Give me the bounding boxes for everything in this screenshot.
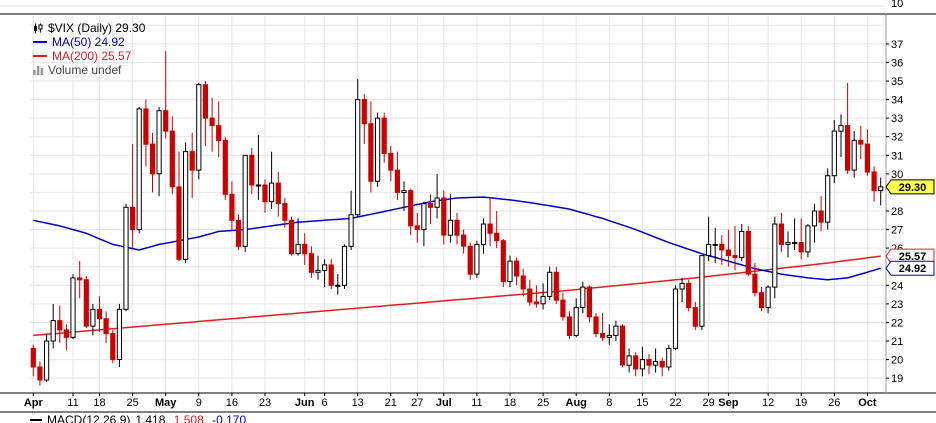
svg-text:33: 33 [891,113,903,125]
svg-text:Oct: Oct [858,397,877,409]
svg-text:27: 27 [891,225,903,237]
svg-text:Apr: Apr [24,397,44,409]
x-axis-labels: Apr 11 18 25 May 9 16 23 Jun 6 13 21 27 Jul 11 18 25 Aug 8… [24,393,877,409]
svg-text:Jul: Jul [436,397,452,409]
svg-text:23: 23 [259,397,271,409]
svg-text:35: 35 [891,76,903,88]
svg-text:28: 28 [891,206,903,218]
legend-ma200-row: MA(200) 25.57 [33,49,145,63]
upper-panel-axis-label: 10 [891,0,904,10]
svg-text:20: 20 [891,355,903,367]
svg-text:26: 26 [828,397,840,409]
volume-bars-icon [33,65,44,75]
svg-text:21: 21 [891,336,903,348]
svg-text:Sep: Sep [718,397,738,409]
svg-text:16: 16 [226,397,238,409]
svg-text:May: May [155,397,177,409]
svg-text:8: 8 [606,397,612,409]
svg-text:12: 12 [762,397,774,409]
svg-text:36: 36 [891,57,903,69]
volume-legend-label: Volume undef [48,63,122,77]
last-price-label: 29.30 [885,179,935,195]
legend-title-row: $VIX (Daily) 29.30 [33,21,145,35]
svg-text:18: 18 [504,397,516,409]
svg-text:30: 30 [891,169,903,181]
svg-text:Jun: Jun [295,397,315,409]
svg-text:Aug: Aug [566,397,587,409]
candles-layer [30,51,884,386]
ma50-legend-label: MA(50) 24.92 [52,35,125,49]
panel-borders [0,13,936,413]
svg-text:13: 13 [352,397,364,409]
svg-text:22: 22 [891,317,903,329]
svg-text:27: 27 [411,397,423,409]
svg-text:11: 11 [67,397,78,409]
legend-volume-row: Volume undef [33,63,145,77]
svg-text:37: 37 [891,39,903,51]
macd-legend-row: MACD(12,26,9) 1.418, 1.508, -0.170 [30,413,246,423]
svg-text:19: 19 [795,397,807,409]
legend-ma50-row: MA(50) 24.92 [33,35,145,49]
svg-text:29.30: 29.30 [899,182,927,194]
svg-text:21: 21 [385,397,397,409]
ma200-line [33,255,881,337]
ma200-legend-label: MA(200) 25.57 [52,49,132,63]
ma50-line [33,196,881,281]
svg-text:32: 32 [891,132,903,144]
svg-text:24.92: 24.92 [899,263,927,275]
chart-legend: $VIX (Daily) 29.30 MA(50) 24.92 MA(200) … [33,21,145,77]
svg-text:25: 25 [537,397,549,409]
macd-line-swatch [30,419,42,421]
ma50-line-swatch [33,41,47,43]
svg-text:11: 11 [471,397,482,409]
candlestick-chart-icon [33,23,44,34]
svg-text:24: 24 [891,280,903,292]
macd-line-value: 1.418, [135,413,169,423]
svg-text:15: 15 [636,397,648,409]
macd-signal-value: 1.508, [173,413,208,423]
ma50-price-label: 24.92 [885,260,935,276]
svg-text:25.57: 25.57 [899,251,927,263]
svg-text:18: 18 [93,397,105,409]
svg-text:29: 29 [702,397,714,409]
ma200-line-swatch [33,55,47,57]
macd-legend-label: MACD(12,26,9) [47,413,131,423]
svg-text:25: 25 [126,397,138,409]
macd-hist-value: -0.170 [212,413,247,423]
svg-text:6: 6 [322,397,328,409]
y-axis-labels: 3736353433323130282726242322212019 [886,39,903,385]
svg-text:23: 23 [891,299,903,311]
svg-text:34: 34 [891,95,903,107]
svg-text:22: 22 [669,397,681,409]
svg-text:9: 9 [196,397,202,409]
svg-text:31: 31 [891,150,903,162]
chart-title: $VIX (Daily) 29.30 [48,21,146,35]
svg-text:19: 19 [891,373,903,385]
